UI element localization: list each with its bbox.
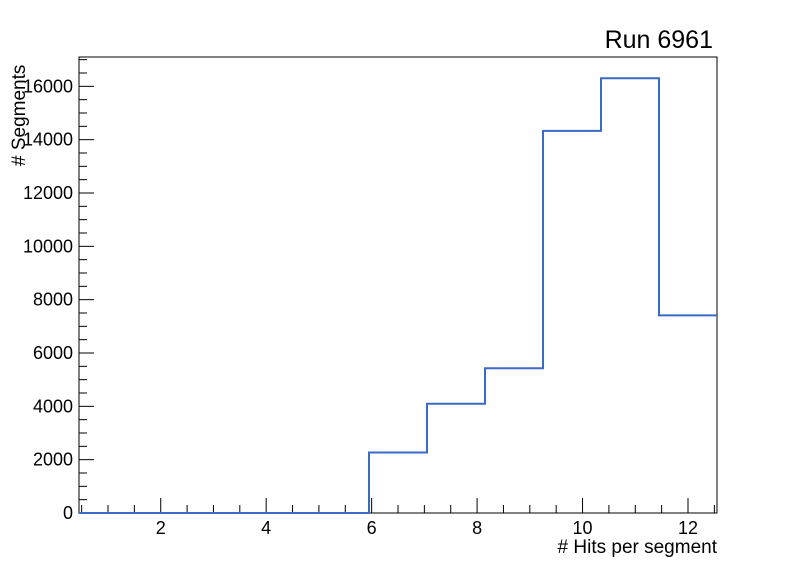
- x-tick-label: 6: [367, 518, 377, 538]
- y-tick-label: 8000: [33, 290, 73, 310]
- y-tick-label: 14000: [23, 130, 73, 150]
- axis-tick-labels: 2 4 6 8 10 12 0 2000 4000 6000 8000 10000 12000 14000…: [23, 76, 698, 538]
- y-tick-label: 16000: [23, 76, 73, 96]
- y-tick-label: 4000: [33, 396, 73, 416]
- x-tick-label: 10: [573, 518, 593, 538]
- y-tick-label: 12000: [23, 183, 73, 203]
- x-tick-label: 4: [261, 518, 271, 538]
- histogram-step-line: [79, 77, 717, 514]
- chart-title: Run 6961: [604, 26, 713, 54]
- y-tick-label: 10000: [23, 236, 73, 256]
- x-axis-title: # Hits per segment: [557, 537, 717, 558]
- y-tick-label: 6000: [33, 343, 73, 363]
- y-tick-label: 2000: [33, 450, 73, 470]
- x-tick-label: 12: [678, 518, 698, 538]
- axis-ticks: [79, 59, 715, 514]
- x-tick-label: 8: [472, 518, 482, 538]
- y-axis-title: # Segments: [9, 64, 30, 166]
- plot-frame: [78, 56, 718, 514]
- y-tick-label: 0: [63, 503, 73, 523]
- x-tick-label: 2: [156, 518, 166, 538]
